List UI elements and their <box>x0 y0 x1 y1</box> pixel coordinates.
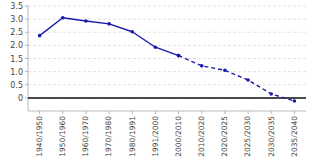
x-tick-label: 2010/2020 <box>197 116 206 157</box>
x-tick <box>271 111 272 114</box>
y-tick-label: 0 <box>18 94 23 103</box>
series-point <box>38 34 42 38</box>
y-axis-line <box>28 6 29 111</box>
grid-line <box>28 84 306 85</box>
y-tick <box>25 97 28 98</box>
x-tick <box>224 111 225 114</box>
x-tick-label: 2035/2040 <box>290 116 299 157</box>
x-tick-label: 2025/2030 <box>243 116 252 157</box>
x-tick-label: 2000/2010 <box>174 116 183 157</box>
x-tick-label: 1991/2000 <box>151 116 160 157</box>
grid-line <box>28 45 306 46</box>
plot-area <box>28 16 306 103</box>
x-tick-label: 1960/1970 <box>81 116 90 157</box>
grid <box>28 6 306 98</box>
y-tick <box>25 32 28 33</box>
y-tick <box>25 45 28 46</box>
x-tick <box>178 111 179 114</box>
x-tick-label: 1970/1980 <box>104 116 113 157</box>
axes: 0 0.5 1.0 1.5 2.0 2.5 3.0 3.5 1940/1950 1950/1960… <box>10 2 306 157</box>
x-tick-label: 1980/1991 <box>128 116 137 157</box>
series-point <box>200 64 204 68</box>
y-tick-label: 2.5 <box>10 28 23 37</box>
x-tick <box>62 111 63 114</box>
y-tick <box>25 58 28 59</box>
y-tick <box>25 71 28 72</box>
x-tick <box>132 111 133 114</box>
series-point <box>130 30 134 34</box>
grid-line <box>28 97 306 98</box>
chart: 0 0.5 1.0 1.5 2.0 2.5 3.0 3.5 1940/1950 1950/1960… <box>0 0 312 161</box>
grid-line <box>28 58 306 59</box>
series-point <box>154 45 158 49</box>
x-tick-label: 1940/1950 <box>35 116 44 157</box>
series-point <box>223 69 227 73</box>
grid-line <box>28 71 306 72</box>
x-tick <box>294 111 295 114</box>
series-point <box>269 92 273 96</box>
y-tick-label: 1.0 <box>10 68 23 77</box>
series-point <box>246 78 250 82</box>
series-point <box>107 22 111 26</box>
x-tick <box>39 111 40 114</box>
y-tick-label: 1.5 <box>10 55 23 64</box>
series-point <box>61 16 65 20</box>
x-tick <box>155 111 156 114</box>
series-point <box>293 99 297 103</box>
reference-line <box>28 97 306 99</box>
series-line <box>40 18 179 56</box>
y-tick <box>25 6 28 7</box>
y-tick-label: 3.5 <box>10 2 23 11</box>
x-tick-label: 2020/2025 <box>220 116 229 157</box>
y-tick-label: 2.0 <box>10 41 23 50</box>
x-tick <box>248 111 249 114</box>
grid-line <box>28 6 306 7</box>
x-tick-label: 1950/1960 <box>58 116 67 157</box>
y-tick-label: 3.0 <box>10 15 23 24</box>
series-point <box>177 54 181 58</box>
x-tick <box>85 111 86 114</box>
grid-line <box>28 32 306 33</box>
series-line <box>179 56 295 101</box>
x-axis-line <box>28 111 306 112</box>
x-tick <box>201 111 202 114</box>
x-tick <box>109 111 110 114</box>
x-tick-label: 2030/2035 <box>267 116 276 157</box>
series-point <box>177 54 181 58</box>
y-tick <box>25 19 28 20</box>
y-tick <box>25 84 28 85</box>
y-tick-label: 0.5 <box>10 81 23 90</box>
series-point <box>84 19 88 23</box>
